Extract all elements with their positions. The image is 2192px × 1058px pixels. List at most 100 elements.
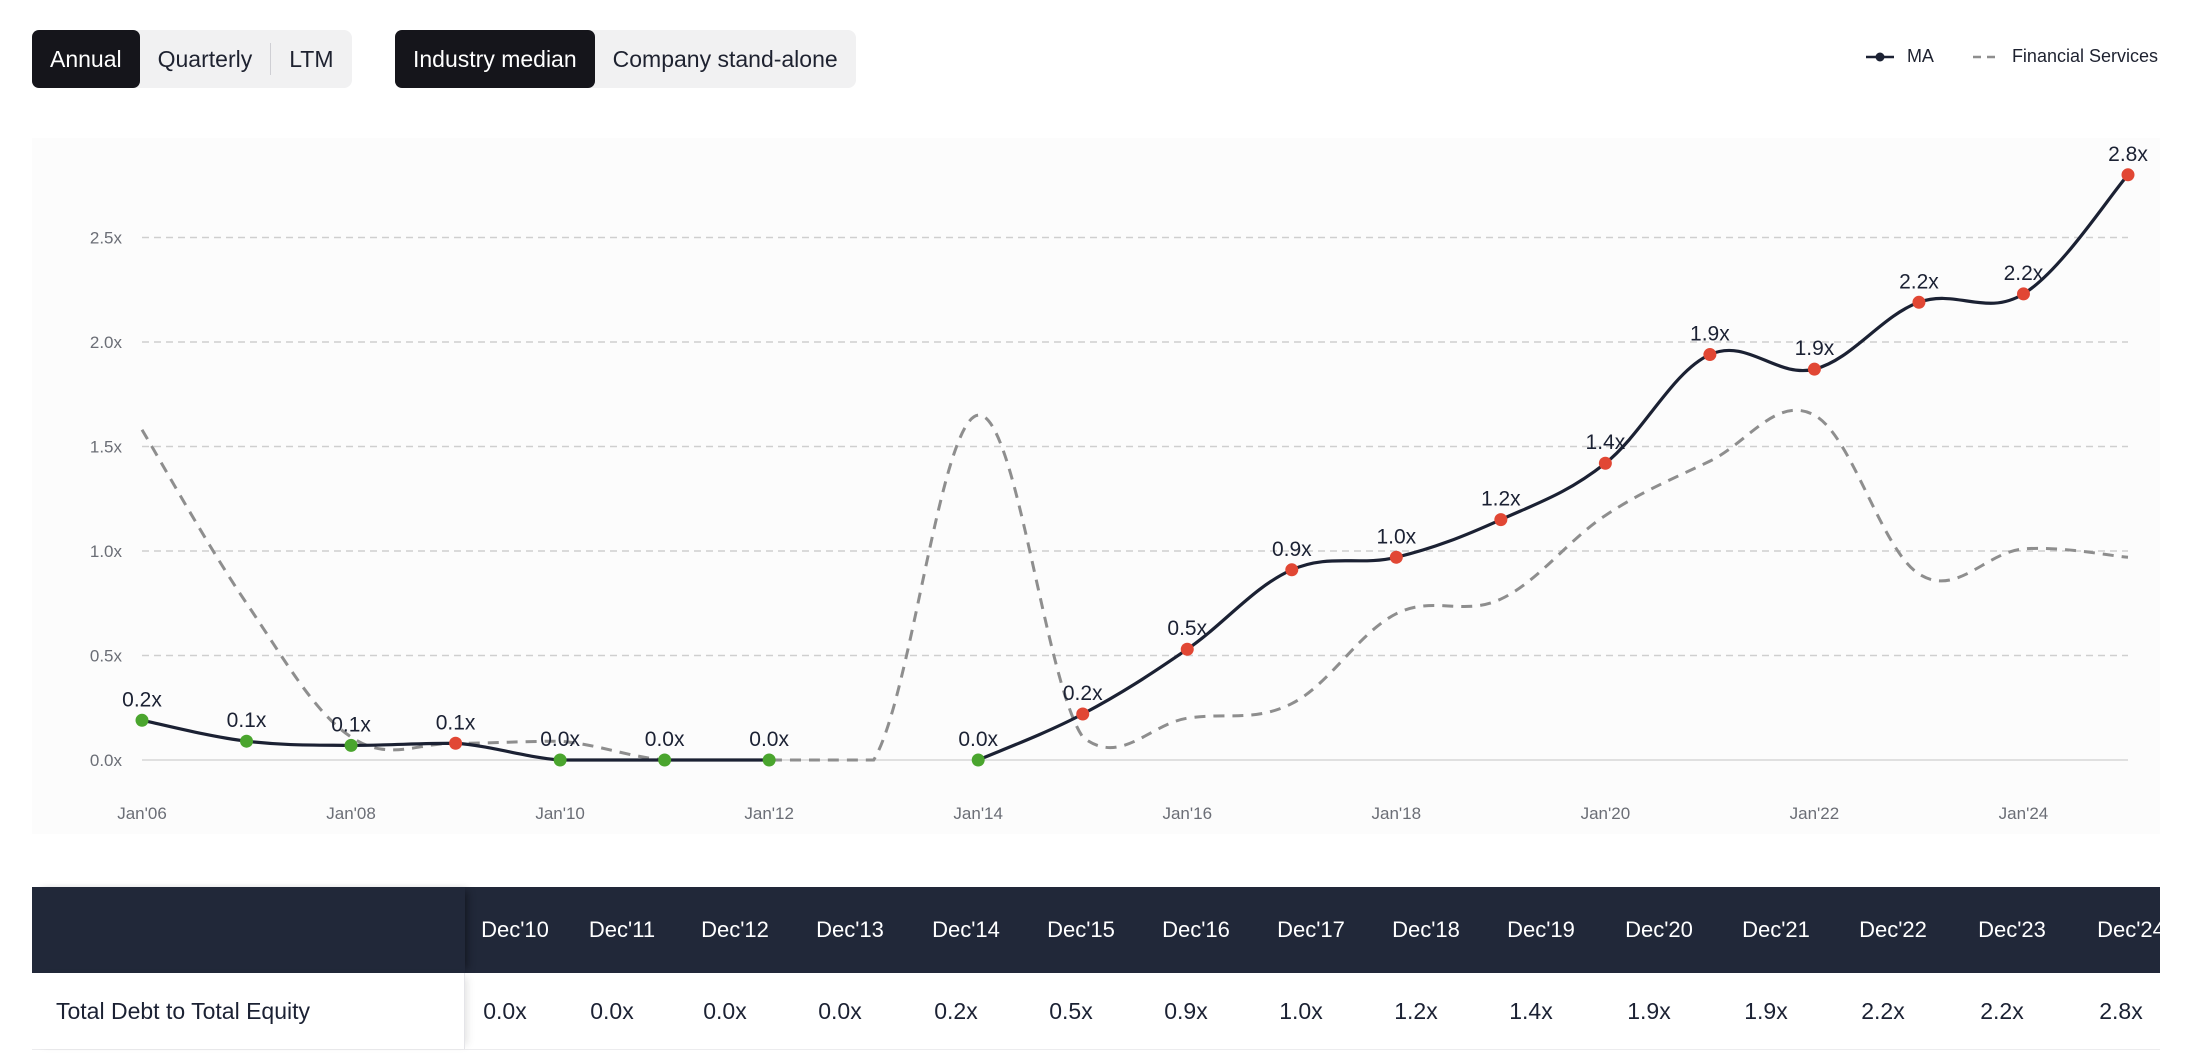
y-tick-label: 1.5x	[90, 438, 123, 457]
table-cell: 1.9x	[1744, 997, 1788, 1024]
table-cell: 0.5x	[1049, 997, 1093, 1024]
column-header: Dec'24	[2097, 917, 2160, 942]
x-tick-label: Jan'08	[326, 804, 376, 823]
column-header: Dec'14	[932, 917, 1000, 942]
table-cell: 1.0x	[1279, 997, 1323, 1024]
data-label: 0.0x	[749, 728, 789, 751]
data-point	[1598, 456, 1612, 470]
column-header: Dec'20	[1625, 917, 1693, 942]
y-tick-label: 2.5x	[90, 229, 123, 248]
x-tick-label: Jan'10	[535, 804, 585, 823]
x-tick-label: Jan'24	[1999, 804, 2049, 823]
column-header: Dec'13	[816, 917, 884, 942]
data-point	[1807, 362, 1821, 376]
data-label: 0.1x	[331, 713, 371, 736]
data-label: 0.1x	[227, 709, 267, 732]
data-label: 2.2x	[2004, 262, 2044, 285]
table-corner-cell	[32, 887, 465, 973]
table-cell: 1.4x	[1509, 997, 1553, 1024]
data-label: 0.0x	[958, 728, 998, 751]
data-label: 0.9x	[1272, 538, 1312, 561]
company-series-line	[977, 173, 2130, 762]
legend-item-industry[interactable]: Financial Services	[1972, 46, 2158, 67]
chart-legend: MA Financial Services	[1865, 46, 2158, 67]
chart-plot-area	[32, 138, 2160, 834]
industry-median-button[interactable]: Industry median	[395, 30, 595, 88]
data-point	[135, 713, 149, 727]
data-point	[240, 734, 254, 748]
data-label: 0.0x	[540, 728, 580, 751]
data-point	[2016, 287, 2030, 301]
data-label: 1.4x	[1586, 431, 1626, 454]
data-point	[1912, 295, 1926, 309]
x-tick-label: Jan'18	[1372, 804, 1422, 823]
table-cell: 0.0x	[590, 997, 634, 1024]
column-header: Dec'17	[1277, 917, 1345, 942]
y-tick-label: 0.0x	[90, 751, 123, 770]
x-tick-label: Jan'20	[1581, 804, 1631, 823]
toggle-divider	[270, 43, 272, 75]
table-cell: 0.0x	[703, 997, 747, 1024]
table-row: Total Debt to Total Equity 0.0x 0.0x 0.0x 0…	[32, 973, 2160, 1050]
data-label: 1.9x	[1795, 337, 1835, 360]
table-cell: 1.9x	[1627, 997, 1671, 1024]
table-cell: 0.0x	[818, 997, 862, 1024]
data-label: 0.5x	[1167, 617, 1207, 640]
x-tick-label: Jan'12	[744, 804, 794, 823]
data-point	[449, 736, 463, 750]
data-point	[1285, 563, 1299, 577]
solid-line-dot-icon	[1865, 52, 1894, 61]
period-toggle: Annual Quarterly LTM	[32, 30, 352, 88]
data-table: Dec'10 Dec'11 Dec'12 Dec'13 Dec'14 Dec'15 Dec'…	[32, 887, 2160, 1050]
table-cell: 2.8x	[2099, 997, 2143, 1024]
line-chart: 0.0x 0.5x 1.0x 1.5x 2.0x 2.5x Jan'06 Jan'08 Jan'…	[90, 143, 2148, 823]
table-cell: 2.2x	[1861, 997, 1905, 1024]
data-label: 1.9x	[1690, 323, 1730, 346]
column-header: Dec'19	[1507, 917, 1575, 942]
company-standalone-button[interactable]: Company stand-alone	[612, 45, 838, 72]
column-header: Dec'21	[1742, 917, 1810, 942]
ltm-button[interactable]: LTM	[289, 45, 334, 72]
data-point	[762, 753, 776, 767]
column-header: Dec'23	[1978, 917, 2046, 942]
data-label: 2.8x	[2108, 143, 2148, 166]
data-label: 1.0x	[1376, 525, 1416, 548]
table-cell: 1.2x	[1394, 997, 1438, 1024]
data-label: 0.0x	[645, 728, 685, 751]
legend-item-company[interactable]: MA	[1865, 46, 1934, 67]
data-point	[1703, 348, 1717, 362]
x-tick-label: Jan'22	[1790, 804, 1840, 823]
data-point	[971, 753, 985, 767]
data-point	[658, 753, 672, 767]
quarterly-button[interactable]: Quarterly	[157, 45, 253, 72]
data-label: 0.1x	[436, 711, 476, 734]
table-cell: 0.0x	[483, 997, 527, 1024]
column-header: Dec'10	[481, 917, 549, 942]
legend-label-company: MA	[1906, 46, 1934, 66]
table-row-scroll[interactable]: 0.0x 0.0x 0.0x 0.0x 0.2x 0.5x 0.9x 1.0x 1.2x 1.4x…	[465, 973, 2160, 1049]
data-point	[2121, 168, 2135, 182]
y-tick-label: 0.5x	[90, 647, 123, 666]
column-header: Dec'16	[1162, 917, 1230, 942]
table-cell: 0.9x	[1164, 997, 1208, 1024]
data-point	[1180, 642, 1194, 656]
legend-label-industry: Financial Services	[2011, 46, 2158, 66]
data-point	[1076, 707, 1090, 721]
table-cell: 0.2x	[934, 997, 978, 1024]
annual-button[interactable]: Annual	[32, 30, 140, 88]
x-tick-label: Jan'16	[1162, 804, 1212, 823]
data-label: 0.2x	[1063, 682, 1103, 705]
industry-series-line	[140, 408, 2129, 762]
column-header: Dec'18	[1392, 917, 1460, 942]
column-header: Dec'12	[701, 917, 769, 942]
column-header: Dec'22	[1859, 917, 1927, 942]
table-header-scroll[interactable]: Dec'10 Dec'11 Dec'12 Dec'13 Dec'14 Dec'15 Dec'…	[465, 887, 2160, 973]
data-label: 0.2x	[122, 688, 162, 711]
dashed-line-icon	[1972, 55, 1999, 58]
data-label: 1.2x	[1481, 488, 1521, 511]
data-point	[553, 753, 567, 767]
y-tick-label: 2.0x	[90, 333, 123, 352]
x-tick-label: Jan'14	[953, 804, 1003, 823]
data-point	[1389, 550, 1403, 564]
data-label: 2.2x	[1899, 270, 1939, 293]
